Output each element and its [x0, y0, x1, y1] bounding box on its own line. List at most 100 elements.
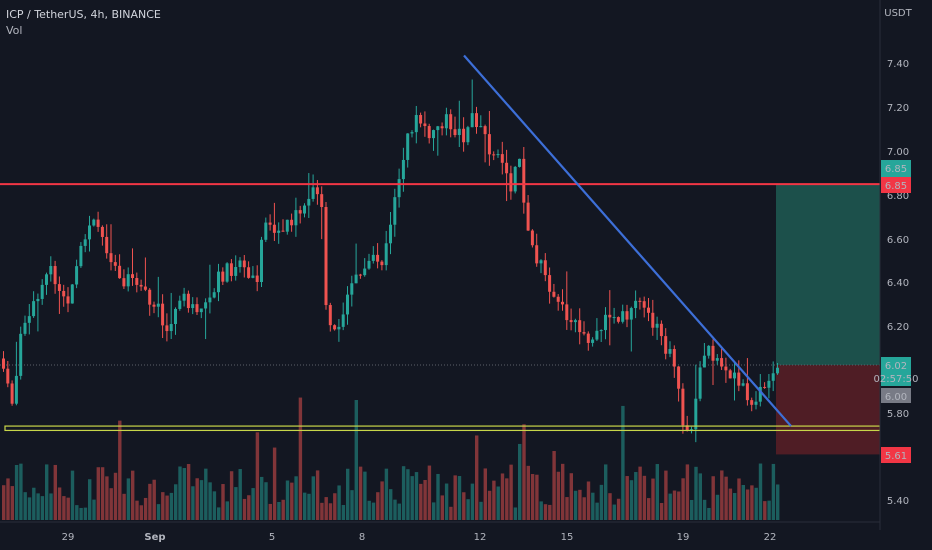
candle-body	[268, 222, 272, 225]
volume-bar	[135, 500, 139, 520]
volume-bar	[642, 475, 647, 520]
candle-body	[487, 134, 491, 155]
volume-bar	[401, 466, 406, 520]
volume-bar	[728, 488, 733, 520]
volume-bar	[182, 468, 186, 520]
volume-bar	[143, 497, 148, 520]
candle-body	[384, 243, 388, 266]
volume-bar	[505, 478, 509, 520]
volume-bar	[363, 471, 367, 520]
volume-bar	[436, 473, 440, 520]
volume-bar	[14, 464, 19, 520]
candle-body	[62, 290, 66, 297]
candle-body	[702, 355, 706, 368]
volume-bar	[449, 506, 453, 520]
volume-bar	[526, 465, 530, 520]
candle-body	[221, 271, 225, 282]
candle-body	[672, 349, 676, 367]
candle-body	[440, 126, 444, 129]
candle-body	[100, 226, 104, 237]
candle-body	[169, 324, 173, 332]
candle-body	[685, 425, 689, 431]
volume-bar	[522, 424, 526, 520]
volume-bar	[169, 492, 174, 520]
price-tag-last	[881, 357, 911, 386]
volume-bar	[720, 470, 724, 520]
candle-body	[651, 312, 655, 328]
volume-bar	[45, 464, 49, 520]
volume-bar	[234, 487, 238, 520]
volume-bar	[427, 465, 432, 520]
volume-bar	[694, 466, 698, 520]
candle-body	[298, 210, 302, 214]
volume-bar	[659, 503, 664, 520]
y-tick-label: 6.80	[887, 191, 909, 202]
candle-body	[771, 373, 775, 381]
volume-bar	[23, 492, 27, 520]
volume-bar	[268, 503, 272, 520]
candle-body	[88, 225, 91, 240]
candle-body	[341, 314, 345, 327]
trend-line[interactable]	[463, 54, 792, 427]
volume-bar	[733, 493, 737, 520]
volume-bar	[634, 472, 638, 520]
candle-body	[745, 383, 749, 401]
candle-body	[161, 303, 165, 326]
candle-body	[23, 322, 27, 334]
volume-bar	[212, 491, 217, 520]
x-tick-label: 5	[269, 532, 275, 543]
volume-bar	[629, 480, 634, 520]
candle-body	[350, 283, 354, 295]
candle-body	[449, 114, 453, 130]
price-tag-label: 6.00	[885, 392, 907, 403]
volume-bar	[651, 478, 655, 520]
volume-bar	[552, 451, 556, 520]
candle-body	[591, 339, 595, 343]
y-tick-label: 7.40	[887, 59, 909, 70]
candle-body	[466, 127, 470, 143]
candle-body	[277, 230, 281, 233]
volume-bar	[573, 490, 578, 520]
candle-body	[389, 224, 392, 244]
volume-bar	[745, 489, 750, 520]
x-tick-label: 8	[359, 532, 365, 543]
volume-bar	[419, 483, 423, 520]
candle-body	[728, 370, 732, 379]
volume-bar	[122, 493, 126, 520]
candle-body	[324, 207, 328, 306]
candle-body	[462, 128, 466, 143]
volume-bar	[685, 464, 690, 520]
support-zone[interactable]	[4, 425, 881, 432]
price-tag-entry	[881, 388, 911, 403]
volume-bar	[462, 492, 466, 520]
volume-bar	[406, 469, 410, 520]
volume-bar	[242, 498, 247, 520]
position-zones	[0, 184, 880, 455]
volume-bar	[217, 507, 221, 520]
volume-bar	[156, 504, 161, 520]
volume-bar	[771, 463, 776, 520]
candle-body	[561, 301, 564, 305]
volume-bar	[49, 493, 53, 520]
volume-bar	[358, 466, 363, 520]
volume-bar	[96, 467, 100, 520]
volume-bar	[621, 405, 625, 520]
candle-body	[105, 236, 109, 254]
volume-bar	[105, 476, 109, 520]
y-tick-label: 5.40	[887, 496, 909, 507]
candle-body	[548, 275, 552, 292]
volume-bar	[470, 483, 475, 520]
volume-bar	[88, 479, 92, 520]
candle-body	[14, 375, 18, 404]
candle-body	[290, 219, 294, 226]
y-tick-label: 7.20	[887, 103, 909, 114]
candle-body	[586, 333, 590, 343]
volume-bar	[556, 471, 561, 520]
candle-body	[750, 400, 754, 405]
volume-bar	[604, 464, 608, 520]
candle-body	[199, 308, 203, 313]
candle-body	[625, 311, 629, 320]
volume-bar	[277, 501, 281, 520]
candle-body	[49, 266, 53, 275]
